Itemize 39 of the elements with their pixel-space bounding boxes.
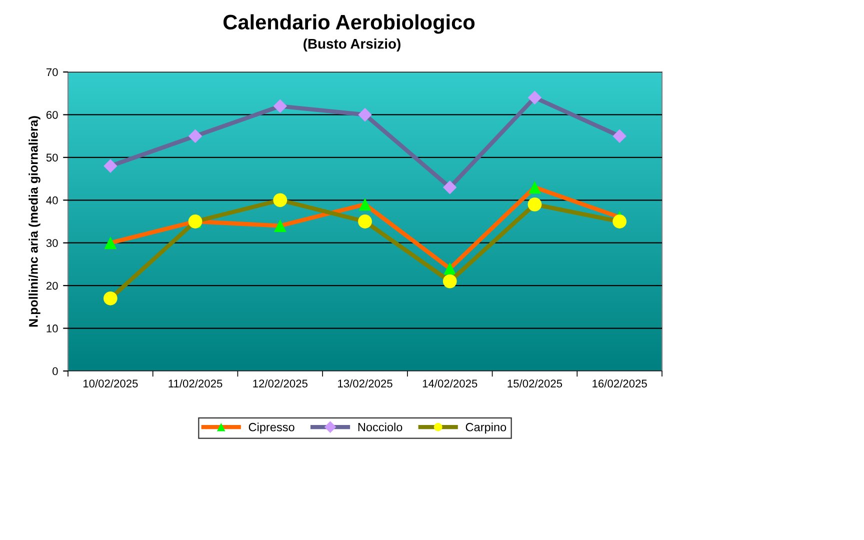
y-tick-label: 50: [46, 154, 58, 162]
x-tick-label: 11/02/2025: [168, 379, 222, 388]
point: [612, 129, 626, 143]
x-tick-label: 13/02/2025: [338, 379, 392, 388]
chart-subtitle: (Busto Arsizio): [304, 38, 400, 52]
x-tick-label: 12/02/2025: [253, 379, 308, 388]
point: [104, 159, 118, 173]
point: [528, 181, 541, 194]
point: [528, 197, 542, 212]
legend-label: Cipresso: [248, 422, 294, 434]
y-tick-label: 70: [46, 68, 58, 76]
point: [104, 236, 117, 250]
x-tick-label: 10/02/2025: [83, 379, 138, 388]
point: [612, 214, 627, 228]
point: [103, 291, 118, 306]
point: [442, 274, 457, 288]
x-tick-label: 14/02/2025: [422, 379, 478, 388]
point: [358, 214, 372, 228]
y-tick-label: 40: [46, 196, 58, 204]
legend-label: Nocciolo: [358, 422, 402, 432]
point: [273, 193, 288, 208]
point: [273, 99, 288, 114]
y-axis-title: N.pollini/mc aria (media giornaliera): [28, 116, 40, 327]
point: [358, 108, 372, 122]
y-tick-label: 0: [52, 367, 58, 376]
point: [444, 262, 456, 275]
point: [188, 129, 202, 143]
point: [442, 180, 457, 194]
x-tick-label: 15/02/2025: [508, 379, 562, 388]
y-tick-label: 60: [46, 110, 58, 119]
point: [274, 220, 286, 232]
y-tick-label: 10: [46, 324, 58, 332]
x-tick-label: 16/02/2025: [592, 379, 647, 388]
y-tick-label: 30: [46, 239, 58, 247]
point: [358, 198, 372, 211]
chart-title: Calendario Aerobiologico: [224, 14, 475, 34]
legend-label: Carpino: [466, 422, 506, 434]
y-tick-label: 20: [46, 282, 58, 290]
point: [528, 90, 542, 105]
